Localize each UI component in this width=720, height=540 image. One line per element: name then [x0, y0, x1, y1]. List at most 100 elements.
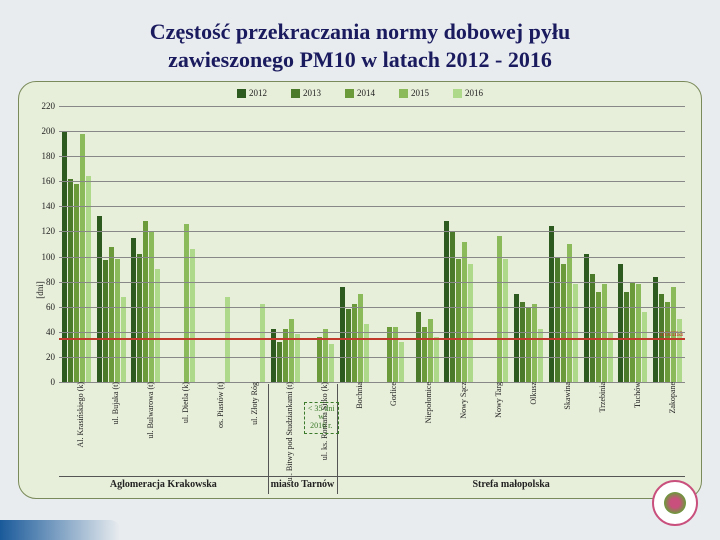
x-tick-label: Nowy Targ [476, 382, 511, 470]
bar [387, 327, 392, 382]
bar [584, 254, 589, 382]
y-tick-label: 80 [46, 277, 59, 287]
plot-area: norma 020406080100120140160180200220 [59, 106, 685, 382]
legend-text: 2014 [357, 88, 375, 98]
bar [352, 304, 357, 382]
bar-group [233, 106, 268, 382]
bar-group [129, 106, 164, 382]
bar [184, 224, 189, 382]
bar [317, 337, 322, 382]
bar [346, 309, 351, 382]
x-tick-label: Skawina [546, 382, 581, 470]
bar [74, 184, 79, 382]
bar [497, 236, 502, 382]
legend-swatch [399, 89, 408, 98]
x-tick-label: Trzebinia [581, 382, 616, 470]
bar [295, 334, 300, 382]
bar [109, 247, 114, 382]
grid-line: 200 [59, 131, 685, 132]
y-tick-label: 0 [51, 377, 60, 387]
bar [636, 284, 641, 382]
bar [155, 269, 160, 382]
x-tick-label: ul. Bujaka (t) [94, 382, 129, 470]
norm-line: norma [59, 338, 685, 340]
norm-label: norma [660, 328, 683, 338]
grid-line: 120 [59, 231, 685, 232]
bar [567, 244, 572, 382]
bar-group [337, 106, 372, 382]
y-tick-label: 140 [42, 201, 60, 211]
bar [444, 221, 449, 382]
bar [503, 259, 508, 382]
y-tick-label: 60 [46, 302, 59, 312]
y-tick-label: 200 [42, 126, 60, 136]
region-separator [337, 384, 338, 494]
legend-swatch [453, 89, 462, 98]
bar [462, 242, 467, 383]
decorative-stripe [0, 520, 120, 540]
x-tick-label: ul. Złoty Róg [233, 382, 268, 470]
x-tick-label: Niepołomice [407, 382, 442, 470]
bar-group [650, 106, 685, 382]
x-tick-label: Nowy Sącz [442, 382, 477, 470]
bar [340, 287, 345, 382]
legend-text: 2015 [411, 88, 429, 98]
y-tick-label: 180 [42, 151, 60, 161]
grid-line: 80 [59, 282, 685, 283]
chart-title: Częstość przekraczania normy dobowej pył… [0, 0, 720, 81]
bar-group [198, 106, 233, 382]
bar-group [372, 106, 407, 382]
x-tick-label: ul. Dietla (k) [163, 382, 198, 470]
legend-swatch [345, 89, 354, 98]
logo-badge [652, 480, 698, 526]
bar [602, 284, 607, 382]
bar [143, 221, 148, 382]
bar-group [268, 106, 303, 382]
bar [590, 274, 595, 382]
bar [393, 327, 398, 382]
bar [399, 342, 404, 382]
bar [260, 304, 265, 382]
legend-text: 2016 [465, 88, 483, 98]
x-tick-label: ul. Bitwy pod Studziankami (t) [268, 382, 303, 470]
legend-swatch [237, 89, 246, 98]
chart-legend: 2012 2013 2014 2015 2016 [19, 88, 701, 98]
grid-line: 140 [59, 206, 685, 207]
x-tick-label: Zakopane [650, 382, 685, 470]
bar-group [616, 106, 651, 382]
y-tick-label: 160 [42, 176, 60, 186]
bar [115, 259, 120, 382]
bar [665, 302, 670, 382]
y-tick-label: 40 [46, 327, 59, 337]
legend-text: 2012 [249, 88, 267, 98]
bar [520, 302, 525, 382]
bar-group [476, 106, 511, 382]
bar-group [511, 106, 546, 382]
bar [422, 327, 427, 382]
bar [364, 324, 369, 382]
grid-line: 180 [59, 156, 685, 157]
y-axis-label: [dni] [35, 281, 45, 299]
y-tick-label: 220 [42, 101, 60, 111]
grid-line: 160 [59, 181, 685, 182]
chart-panel: 2012 2013 2014 2015 2016 [dni] norma 0 20 40 60… [18, 81, 702, 499]
bar-group [546, 106, 581, 382]
x-tick-label: Al. Krasińskiego (k) [59, 382, 94, 470]
bar-group [302, 106, 337, 382]
bar [131, 238, 136, 382]
legend-swatch [291, 89, 300, 98]
bar [190, 249, 195, 382]
bar-group [442, 106, 477, 382]
bar [456, 259, 461, 382]
bar [289, 319, 294, 382]
y-tick-label: 20 [46, 352, 59, 362]
bar [329, 344, 334, 382]
grid-line: 60 [59, 307, 685, 308]
grid-line: 100 [59, 257, 685, 258]
grid-line: 40 [59, 332, 685, 333]
legend-item: 2013 [291, 88, 321, 98]
bar-group [94, 106, 129, 382]
bar [549, 226, 554, 382]
bar [137, 254, 142, 382]
bar [555, 257, 560, 382]
